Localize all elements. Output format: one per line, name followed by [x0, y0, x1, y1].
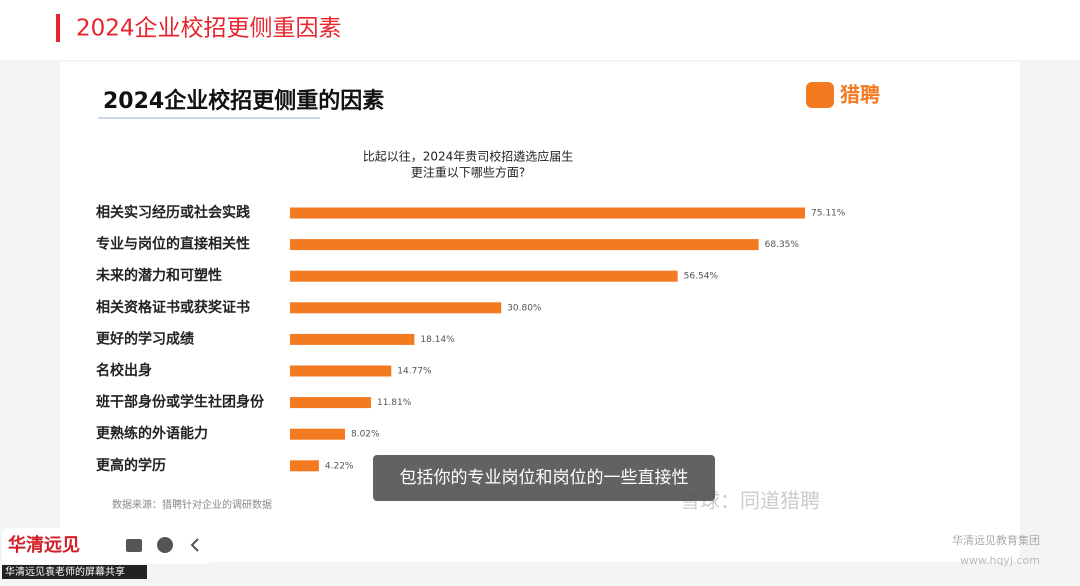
- share-label-bg: [2, 565, 147, 579]
- logo-text: 猎聘: [840, 83, 880, 107]
- bar: [290, 302, 502, 314]
- value-label: 14.77%: [397, 367, 432, 377]
- header-bg: [0, 0, 1080, 60]
- bar: [290, 239, 759, 251]
- value-label: 8.02%: [351, 430, 380, 440]
- category-label: 更好的学习成绩: [96, 330, 194, 347]
- question-line: 比起以往，2024年贵司校招遴选应届生: [363, 149, 574, 164]
- caption: 包括你的专业岗位和岗位的一些直接性: [400, 468, 689, 488]
- plot: 相关实习经历或社会实践 75.11% 专业与岗位的直接相关性 68.35% 未来的潜力和…: [96, 204, 846, 474]
- value-label: 30.80%: [507, 303, 542, 313]
- collapse-button[interactable]: [190, 538, 199, 552]
- category-label: 相关实习经历或社会实践: [96, 204, 250, 221]
- value-label: 18.14%: [420, 335, 455, 345]
- bar: [290, 207, 805, 219]
- slide-title: 2024企业校招更侧重的因素: [103, 88, 384, 114]
- header-accent: [56, 14, 60, 42]
- source-note: 数据来源：猎聘针对企业的调研数据: [112, 498, 272, 511]
- toolbar-brand: 华清远见: [8, 534, 80, 556]
- logo-icon: [806, 82, 834, 108]
- bar: [290, 333, 415, 345]
- category-label: 相关资格证书或获奖证书: [96, 299, 250, 316]
- toolbar: [2, 528, 212, 564]
- org-url: www.hqyj.com: [960, 554, 1040, 567]
- category-label: 未来的潜力和可塑性: [96, 267, 222, 284]
- value-label: 68.35%: [765, 240, 800, 250]
- category-label: 专业与岗位的直接相关性: [96, 236, 250, 253]
- category-label: 名校出身: [96, 362, 152, 379]
- value-label: 11.81%: [377, 398, 412, 408]
- bar: [290, 428, 345, 440]
- caption-box: [373, 455, 715, 501]
- more-button[interactable]: [157, 537, 173, 553]
- bar: [290, 270, 678, 282]
- value-label: 75.11%: [811, 209, 846, 219]
- value-label: 4.22%: [325, 461, 354, 471]
- category-label: 更熟练的外语能力: [96, 425, 208, 442]
- category-label: 班干部身份或学生社团身份: [96, 394, 265, 411]
- bar: [290, 397, 371, 409]
- org-name: 华清远见教育集团: [952, 533, 1040, 547]
- question-line: 更注重以下哪些方面?: [411, 165, 525, 180]
- value-label: 56.54%: [684, 272, 719, 282]
- category-label: 更高的学历: [96, 457, 166, 474]
- share-label: 华清远见袁老师的屏幕共享: [5, 565, 125, 578]
- bar: [290, 365, 392, 377]
- header-title: 2024企业校招更侧重因素: [76, 16, 342, 42]
- bar: [290, 460, 319, 472]
- camera-button[interactable]: [126, 539, 142, 552]
